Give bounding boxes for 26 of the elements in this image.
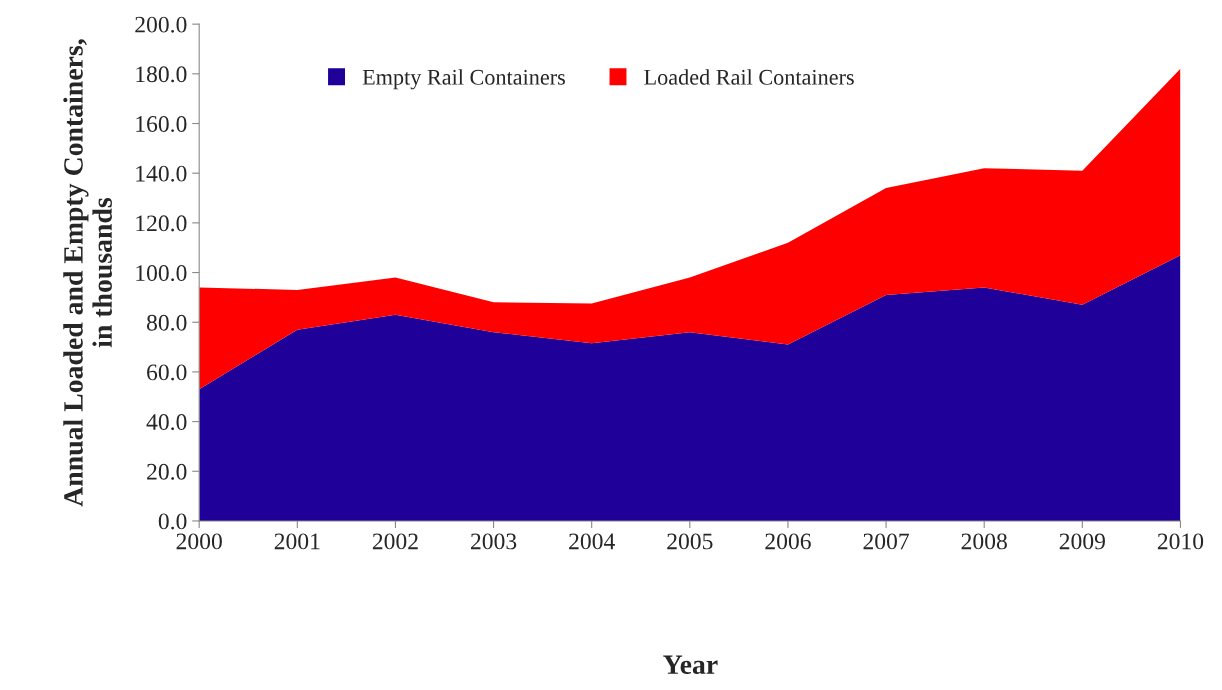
- y-tick-label: 40.0: [146, 414, 187, 431]
- x-tick-label: 2002: [372, 533, 418, 550]
- x-tick-label: 2010: [1157, 533, 1204, 550]
- x-tick-label: 2005: [667, 533, 713, 550]
- y-tick-label: 60.0: [147, 364, 187, 381]
- y-tick-label: 120.0: [136, 215, 187, 232]
- y-tick-label: 160.0: [136, 116, 187, 133]
- y-tick-label: 180.0: [136, 66, 187, 83]
- y-tick-label: 80.0: [146, 314, 187, 331]
- y-tick-label: 20.0: [147, 463, 187, 480]
- y-axis-title: Annual Loaded and Empty Containers, in thousands: [63, 39, 113, 507]
- legend-label: Loaded Rail Containers: [644, 69, 854, 85]
- x-tick-label: 2004: [569, 533, 615, 550]
- x-tick-label: 2007: [863, 533, 909, 550]
- x-tick-label: 2003: [470, 533, 517, 550]
- x-tick-label: 2006: [765, 533, 811, 550]
- x-tick-label: 2001: [274, 533, 320, 550]
- y-tick-label: 100.0: [136, 265, 187, 282]
- y-tick-label: 200.0: [135, 16, 187, 33]
- x-tick-label: 2000: [176, 533, 222, 550]
- x-tick-label: 2009: [1059, 533, 1105, 550]
- x-tick-label: 2008: [961, 533, 1007, 550]
- y-tick-label: 140.0: [136, 165, 187, 182]
- x-axis-title: Year: [663, 655, 718, 675]
- y-tick-label: 0.0: [158, 513, 187, 530]
- legend-label: Empty Rail Containers: [362, 69, 565, 90]
